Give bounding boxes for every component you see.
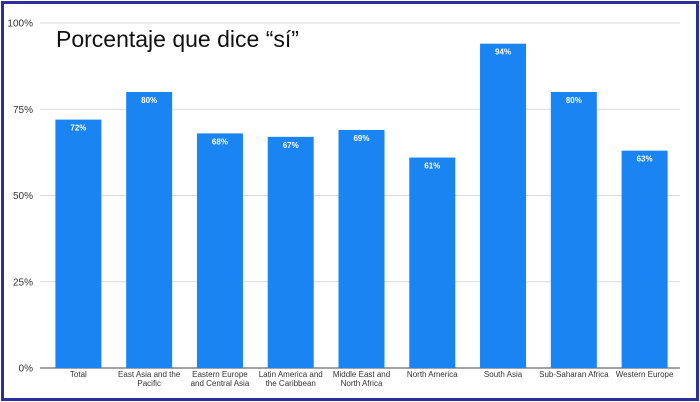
x-tick-label: Eastern Europe and Central Asia xyxy=(191,370,250,388)
x-tick-label: South Asia xyxy=(484,370,523,379)
bar xyxy=(196,133,243,368)
x-tick-label: Latin America and the Caribbean xyxy=(259,370,323,388)
y-tick-label: 50% xyxy=(13,191,33,202)
x-tick-label-line: Pacific xyxy=(137,379,161,388)
y-tick-label: 25% xyxy=(13,277,33,288)
x-tick-label-line: Western Europe xyxy=(616,370,674,379)
x-tick-label: Middle East and North Africa xyxy=(333,370,390,388)
bar xyxy=(409,157,456,368)
y-tick-label: 75% xyxy=(13,105,33,116)
bar xyxy=(338,129,385,368)
x-tick-label-line: South Asia xyxy=(484,370,523,379)
x-tick-label: East Asia and the Pacific xyxy=(118,370,181,388)
bar xyxy=(621,150,668,368)
y-tick-label: 0% xyxy=(19,364,34,375)
data-label: 80% xyxy=(141,96,157,105)
x-tick-label-line: North America xyxy=(407,370,458,379)
x-tick-label: Sub-Saharan Africa xyxy=(539,370,609,379)
data-label: 69% xyxy=(353,134,369,143)
y-tick-label: 100% xyxy=(7,19,33,30)
x-tick-label-line: the Caribbean xyxy=(266,379,316,388)
x-tick-label-line: and Central Asia xyxy=(191,379,250,388)
x-tick-label: Western Europe xyxy=(616,370,674,379)
chart-title: Porcentaje que dice “sí” xyxy=(56,26,299,52)
x-tick-label-line: East Asia and the xyxy=(118,370,181,379)
bar xyxy=(55,119,102,368)
bar xyxy=(550,92,597,368)
x-tick-label: North America xyxy=(407,370,458,379)
data-label: 68% xyxy=(212,137,228,146)
x-tick-label-line: Middle East and xyxy=(333,370,390,379)
x-tick-label-line: Sub-Saharan Africa xyxy=(539,370,609,379)
bar xyxy=(267,136,314,368)
x-tick-label-line: Total xyxy=(70,370,87,379)
data-label: 67% xyxy=(283,141,299,150)
x-tick-label: Total xyxy=(70,370,87,379)
data-label: 94% xyxy=(495,48,511,57)
data-label: 61% xyxy=(424,162,440,171)
x-tick-label-line: Latin America and xyxy=(259,370,323,379)
data-label: 80% xyxy=(566,96,582,105)
bar xyxy=(126,92,173,368)
x-tick-label-line: Eastern Europe xyxy=(192,370,248,379)
bar xyxy=(480,43,527,368)
x-tick-label-line: North Africa xyxy=(341,379,383,388)
data-label: 72% xyxy=(70,124,86,133)
data-label: 63% xyxy=(637,155,653,164)
